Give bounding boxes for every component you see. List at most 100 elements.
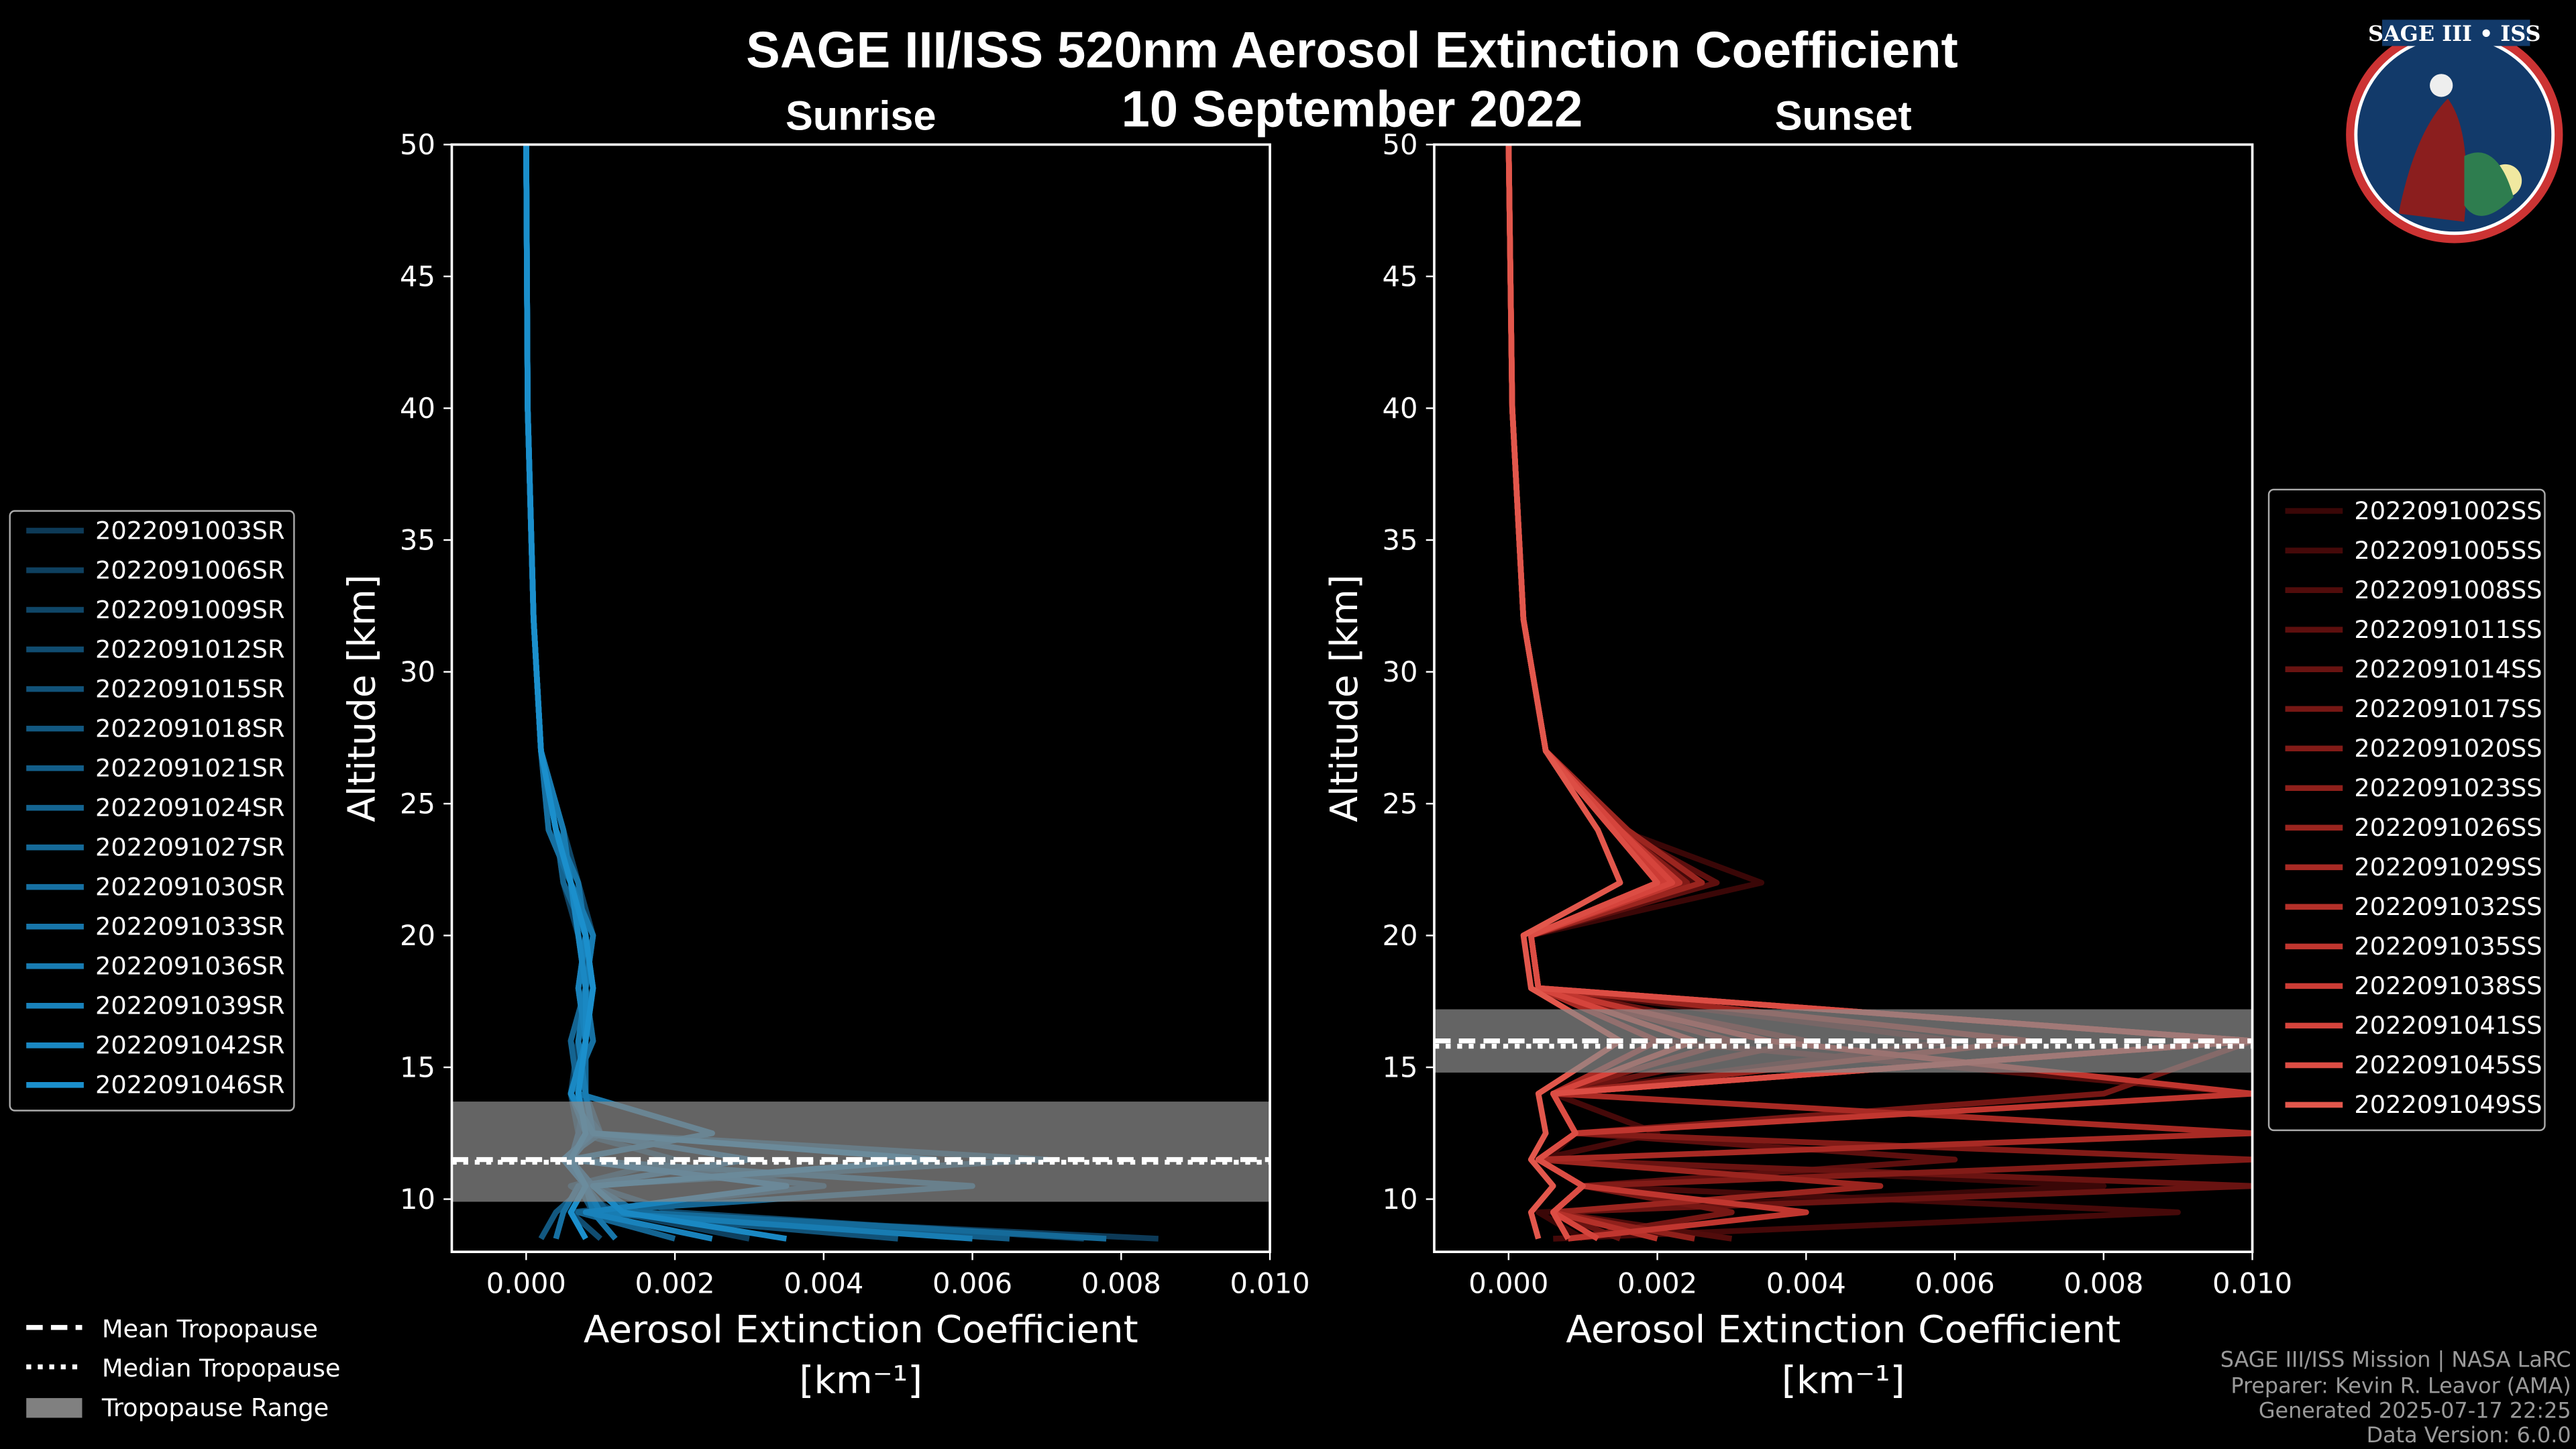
legend-item: 2022091002SS [2285,496,2542,525]
x-axis-unit: [km⁻¹] [1782,1359,1905,1403]
legend-label: 2022091006SR [95,555,284,584]
legend-label: 2022091017SS [2354,694,2542,723]
x-tick-label: 0.006 [932,1267,1012,1299]
x-tick-label: 0.008 [2063,1267,2143,1299]
legend-item: 2022091020SS [2285,734,2542,763]
legend-label: 2022091005SS [2354,536,2542,565]
legend-label: 2022091027SR [95,833,284,861]
y-tick-label: 15 [400,1051,435,1084]
legend-label: 2022091026SS [2354,813,2542,842]
legend-label: 2022091035SS [2354,932,2542,961]
y-tick-label: 35 [400,524,435,557]
legend-item: 2022091038SS [2285,971,2542,1000]
legend-item: 2022091032SS [2285,892,2542,921]
sunrise-title: Sunrise [786,93,936,138]
y-tick-label: 30 [1383,655,1418,688]
x-tick-label: 0.000 [1468,1267,1548,1299]
x-tick-label: 0.002 [1617,1267,1697,1299]
sunset-title: Sunset [1775,93,1912,138]
legend-item: 2022091049SS [2285,1090,2542,1119]
legend-label: 2022091018SR [95,714,284,743]
tropopause-range-label: Tropopause Range [101,1393,329,1422]
legend-item: 2022091006SR [26,555,284,584]
y-tick-label: 50 [1383,128,1418,161]
legend-item: 2022091021SR [26,753,284,782]
tropopause-legend: Mean Tropopause Median Tropopause Tropop… [26,1314,340,1422]
footer-generated: Generated 2025-07-17 22:25 [2259,1397,2571,1423]
legend-item: 2022091023SS [2285,773,2542,802]
legend-item: 2022091003SR [26,516,284,545]
legend-item: 2022091017SS [2285,694,2542,723]
legend-label: 2022091049SS [2354,1090,2542,1119]
y-tick-label: 10 [1383,1183,1418,1216]
legend-item: 2022091009SR [26,595,284,624]
legend-item: 2022091041SS [2285,1011,2542,1040]
legend-item: 2022091035SS [2285,932,2542,961]
legend-label: 2022091030SR [95,872,284,901]
y-tick-label: 25 [400,788,435,820]
legend-item: 2022091018SR [26,714,284,743]
legend-label: 2022091032SS [2354,892,2542,921]
legend-label: 2022091039SR [95,991,284,1020]
y-tick-label: 45 [400,260,435,293]
legend-label: 2022091038SS [2354,971,2542,1000]
legend-item: 2022091011SS [2285,615,2542,644]
y-tick-label: 40 [1383,392,1418,425]
x-tick-label: 0.002 [635,1267,714,1299]
figure-title: SAGE III/ISS 520nm Aerosol Extinction Co… [746,21,1958,78]
legend-label: 2022091023SS [2354,773,2542,802]
figure-date: 10 September 2022 [1122,81,1583,138]
legend-label: 2022091045SS [2354,1051,2542,1079]
plot-area [451,144,1271,1242]
profile-line-2022091049SS [1505,144,1623,1240]
legend-item: 2022091039SR [26,991,284,1020]
footer: SAGE III/ISS Mission | NASA LaRC Prepare… [2220,1347,2571,1448]
x-axis-label: Aerosol Extinction Coefficient [1566,1308,2121,1352]
y-tick-label: 30 [400,655,435,688]
legend-label: 2022091002SS [2354,496,2542,525]
y-tick-label: 20 [400,919,435,952]
legend-label: 2022091033SR [95,912,284,941]
legend-item: 2022091027SR [26,833,284,861]
x-tick-label: 0.006 [1915,1267,1994,1299]
x-axis-label: Aerosol Extinction Coefficient [584,1308,1138,1352]
legend-item: 2022091008SS [2285,576,2542,604]
axes-frame [1433,143,2254,1253]
mean-tropopause-label: Mean Tropopause [102,1314,318,1343]
sunset-legend: 2022091002SS 2022091005SS 2022091008SS 2022… [2285,496,2542,1119]
legend-label: 2022091024SR [95,793,284,822]
x-tick-label: 0.004 [1766,1267,1846,1299]
legend-label: 2022091020SS [2354,734,2542,763]
median-tropopause-label: Median Tropopause [102,1354,341,1383]
legend-label: 2022091029SS [2354,853,2542,881]
legend-item: 2022091033SR [26,912,284,941]
sage-logo: SAGE III • ISS [2346,19,2563,244]
y-axis-label: Altitude [km] [340,574,384,822]
x-axis-unit: [km⁻¹] [799,1359,922,1403]
axes-frame [450,143,1271,1253]
tropopause-range-swatch [26,1398,83,1418]
sunrise-legend: 2022091003SR 2022091006SR 2022091009SR 2022… [26,516,284,1099]
legend-label: 2022091042SR [95,1031,284,1060]
legend-label: 2022091003SR [95,516,284,545]
legend-label: 2022091015SR [95,674,284,703]
legend-label: 2022091008SS [2354,576,2542,604]
y-tick-label: 20 [1383,919,1418,952]
legend-item: 2022091024SR [26,793,284,822]
y-tick-label: 25 [1383,788,1418,820]
legend-item: 2022091046SR [26,1071,284,1099]
legend-label: 2022091012SR [95,635,284,663]
legend-item: 2022091026SS [2285,813,2542,842]
tropopause-range-band [451,1102,1271,1202]
plot-area [1434,144,2253,1242]
footer-preparer: Preparer: Kevin R. Leavor (AMA) [2231,1373,2571,1399]
legend-item: 2022091045SS [2285,1051,2542,1079]
x-tick-label: 0.000 [486,1267,566,1299]
footer-version: Data Version: 6.0.0 [2367,1422,2571,1448]
legend-item: 2022091014SS [2285,655,2542,684]
sunset-axes: 10 15 20 25 30 35 40 45 50 0.000 0.002 0.004 0.006 0.… [1323,128,2292,1403]
legend-item: 2022091042SR [26,1031,284,1060]
y-tick-label: 45 [1383,260,1418,293]
x-tick-label: 0.004 [784,1267,863,1299]
